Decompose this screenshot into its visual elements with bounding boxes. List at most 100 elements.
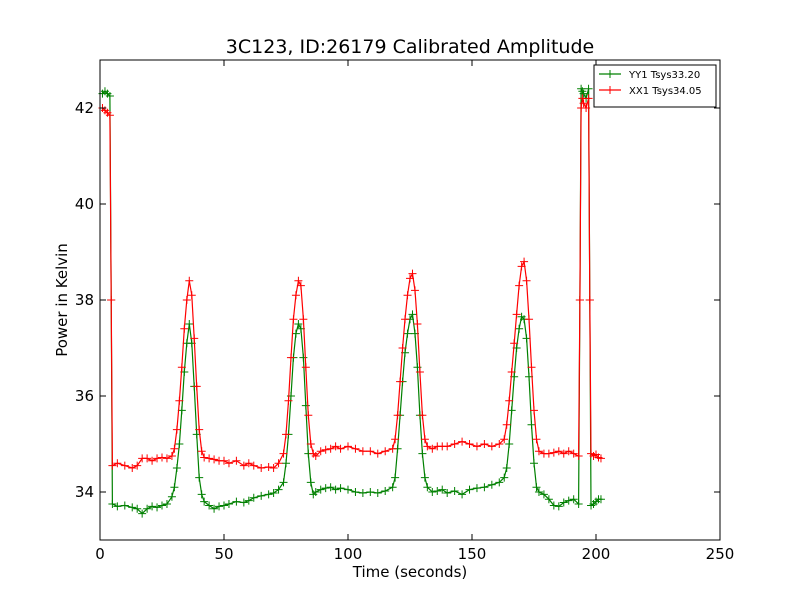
data-point-marker xyxy=(502,420,511,429)
data-point-marker xyxy=(264,490,273,499)
data-point-marker xyxy=(403,291,412,300)
legend-marker xyxy=(606,70,614,78)
data-point-marker xyxy=(316,447,325,456)
data-point-marker xyxy=(306,478,315,487)
x-tick-label: 200 xyxy=(582,545,611,563)
data-point-marker xyxy=(505,440,514,448)
data-point-marker xyxy=(515,324,524,333)
legend: YY1 Tsys33.20 XX1 Tsys34.05 xyxy=(593,64,717,108)
data-point-marker xyxy=(316,485,325,494)
data-point-marker xyxy=(480,440,489,448)
data-point-marker xyxy=(311,488,320,496)
data-point-marker xyxy=(200,497,209,506)
data-point-marker xyxy=(443,442,452,451)
data-point-marker xyxy=(220,501,228,510)
data-point-marker xyxy=(205,454,214,463)
data-point-marker xyxy=(197,447,206,456)
data-point-marker xyxy=(105,111,114,120)
data-point-marker xyxy=(108,500,117,508)
data-point-marker xyxy=(381,447,390,456)
data-point-marker xyxy=(311,452,320,460)
data-point-marker xyxy=(294,276,303,285)
data-point-marker xyxy=(177,406,186,415)
data-point-marker xyxy=(192,382,201,391)
data-point-marker xyxy=(465,440,474,448)
data-point-marker xyxy=(373,449,382,458)
data-point-marker xyxy=(381,487,390,496)
y-axis-label: Power in Kelvin xyxy=(53,243,71,357)
x-tick-label: 50 xyxy=(214,545,233,563)
data-point-marker xyxy=(584,94,593,103)
data-point-marker xyxy=(358,447,367,456)
data-point-marker xyxy=(282,459,290,468)
data-point-marker xyxy=(532,435,541,444)
data-point-marker xyxy=(396,377,405,386)
data-point-marker xyxy=(406,274,414,283)
y-tick-label: 40 xyxy=(75,195,94,213)
data-point-marker xyxy=(549,448,558,457)
data-point-marker xyxy=(224,500,233,508)
data-point-marker xyxy=(575,296,584,304)
data-point-marker xyxy=(113,502,122,511)
data-point-marker xyxy=(505,396,514,405)
data-point-marker xyxy=(500,435,509,444)
data-point-marker xyxy=(301,401,310,410)
data-point-marker xyxy=(539,490,548,499)
data-point-marker xyxy=(574,452,583,460)
data-point-marker xyxy=(239,461,248,470)
tick-layer: 0 50 100 150 200 250 34 36 38 40 42 xyxy=(75,60,734,563)
legend-label: YY1 Tsys33.20 xyxy=(628,70,700,81)
legend-entry: XX1 Tsys34.05 xyxy=(599,86,702,97)
data-point-marker xyxy=(299,353,308,362)
data-point-marker xyxy=(351,444,360,453)
data-point-marker xyxy=(177,363,186,372)
data-point-marker xyxy=(549,501,558,510)
data-point-marker xyxy=(249,461,258,470)
data-point-marker xyxy=(584,84,593,93)
data-point-marker xyxy=(120,501,129,510)
data-point-marker xyxy=(162,454,171,463)
data-point-marker xyxy=(596,454,605,463)
data-point-marker xyxy=(210,504,219,513)
x-tick-label: 0 xyxy=(95,545,105,563)
data-point-marker xyxy=(197,490,206,499)
data-point-marker xyxy=(133,461,142,470)
data-point-marker xyxy=(398,344,407,352)
y-tick-label: 42 xyxy=(75,99,94,117)
data-point-marker xyxy=(495,440,504,448)
data-point-marker xyxy=(522,334,531,343)
data-point-marker xyxy=(559,449,568,458)
data-point-marker xyxy=(351,488,360,496)
data-point-marker xyxy=(428,444,437,453)
data-point-marker xyxy=(527,363,536,372)
data-point-marker xyxy=(525,315,534,324)
data-point-marker xyxy=(257,464,266,472)
data-point-marker xyxy=(544,495,553,504)
data-point-marker xyxy=(408,310,417,319)
data-point-marker xyxy=(158,501,166,510)
data-point-marker xyxy=(143,454,152,463)
data-point-marker xyxy=(306,440,315,448)
data-point-marker xyxy=(284,396,293,405)
data-point-marker xyxy=(148,502,157,511)
data-point-marker xyxy=(239,498,248,507)
data-point-marker xyxy=(530,406,538,415)
data-point-marker xyxy=(495,478,504,487)
legend-marker xyxy=(606,86,614,94)
data-point-marker xyxy=(500,473,509,482)
data-point-marker xyxy=(415,368,424,376)
data-point-marker xyxy=(438,485,447,494)
data-point-marker xyxy=(393,411,402,420)
data-point-marker xyxy=(326,483,335,492)
data-point-marker xyxy=(180,324,189,333)
data-point-marker xyxy=(257,491,266,500)
data-point-marker xyxy=(291,291,300,300)
data-point-marker xyxy=(388,444,397,453)
data-point-marker xyxy=(487,442,496,451)
data-point-marker xyxy=(244,496,253,505)
data-point-marker xyxy=(569,449,578,458)
data-point-marker xyxy=(480,483,489,492)
data-point-marker xyxy=(433,487,442,496)
data-point-marker xyxy=(167,452,176,460)
